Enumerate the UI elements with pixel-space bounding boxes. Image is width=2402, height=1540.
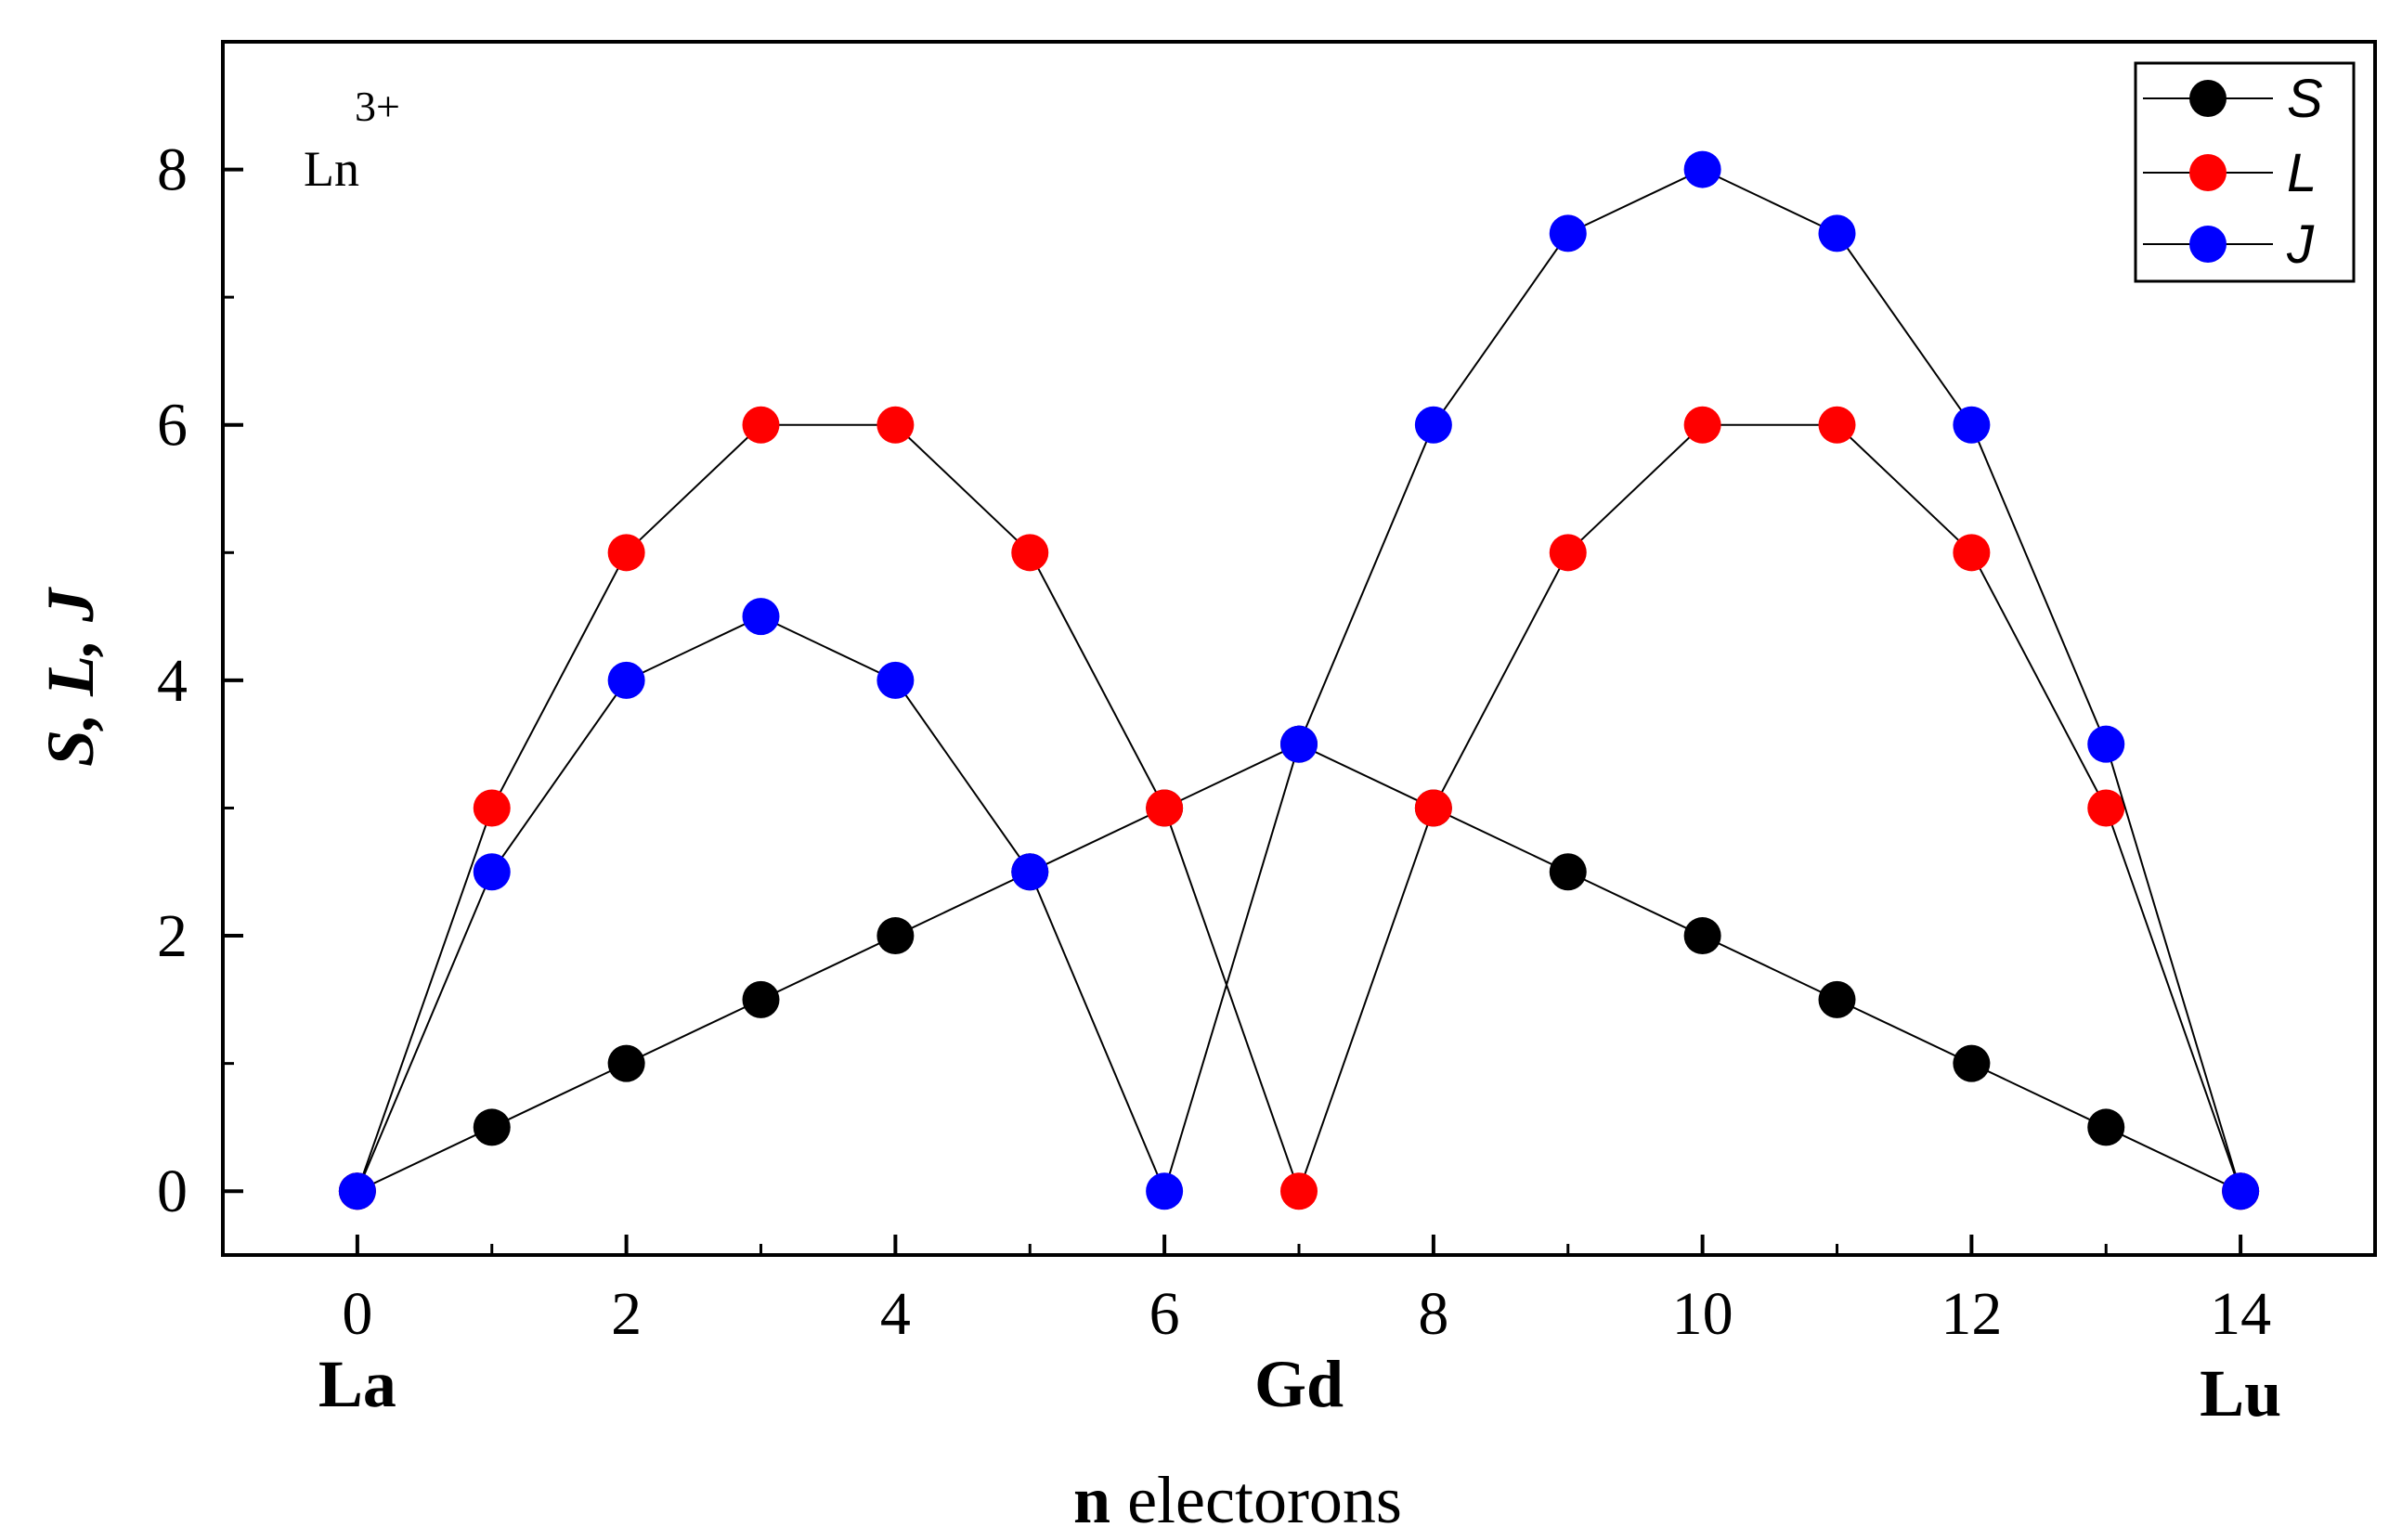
point-j-1 bbox=[473, 853, 511, 891]
series-layer bbox=[338, 150, 2260, 1210]
x-axis-label-rest: electorons bbox=[1110, 1463, 1402, 1537]
point-l-5 bbox=[1011, 534, 1049, 572]
point-s-9 bbox=[1549, 853, 1587, 891]
point-s-3 bbox=[742, 980, 780, 1018]
element-label-gd: Gd bbox=[1254, 1347, 1344, 1421]
point-s-12 bbox=[1953, 1044, 1991, 1082]
point-s-1 bbox=[473, 1108, 511, 1146]
legend-marker-l bbox=[2189, 154, 2227, 191]
x-axis-label: n electorons bbox=[1073, 1463, 1402, 1537]
point-l-13 bbox=[2087, 789, 2125, 827]
legend-label-j: J bbox=[2286, 214, 2315, 275]
x-tick-label-2: 4 bbox=[880, 1280, 911, 1348]
point-s-10 bbox=[1683, 917, 1721, 955]
series-line-s bbox=[357, 743, 2241, 1193]
point-l-6 bbox=[1146, 789, 1184, 827]
x-tick-label-5: 10 bbox=[1672, 1280, 1733, 1348]
y-tick-label-3: 6 bbox=[157, 392, 188, 459]
x-tick-label-3: 6 bbox=[1149, 1280, 1180, 1348]
point-j-3 bbox=[742, 598, 780, 636]
point-j-5 bbox=[1011, 853, 1049, 891]
y-tick-label-2: 4 bbox=[157, 647, 188, 715]
x-tick-label-0: 0 bbox=[342, 1280, 372, 1348]
legend-label-l: L bbox=[2287, 143, 2317, 203]
element-label-la: La bbox=[318, 1347, 396, 1421]
legend-marker-j bbox=[2189, 226, 2227, 263]
point-l-12 bbox=[1953, 534, 1991, 572]
y-tick-label-1: 2 bbox=[157, 902, 188, 970]
point-j-13 bbox=[2087, 725, 2125, 763]
point-j-2 bbox=[607, 661, 645, 699]
point-l-11 bbox=[1818, 406, 1856, 444]
legend-item-j: J bbox=[2143, 214, 2315, 275]
point-j-10 bbox=[1683, 150, 1721, 188]
x-tick-label-6: 12 bbox=[1941, 1280, 2002, 1348]
point-l-9 bbox=[1549, 534, 1587, 572]
annotation-superscript: 3+ bbox=[355, 83, 400, 130]
legend-item-s: S bbox=[2143, 69, 2323, 129]
series-j bbox=[338, 150, 2260, 1210]
point-s-2 bbox=[607, 1044, 645, 1082]
point-j-0 bbox=[338, 1172, 376, 1210]
element-label-lu: Lu bbox=[2200, 1356, 2281, 1430]
legend-item-l: L bbox=[2143, 143, 2317, 203]
point-s-11 bbox=[1818, 980, 1856, 1018]
point-s-4 bbox=[876, 917, 915, 955]
x-tick-label-4: 8 bbox=[1418, 1280, 1448, 1348]
point-l-1 bbox=[473, 789, 511, 827]
point-l-4 bbox=[876, 406, 915, 444]
legend-label-s: S bbox=[2287, 69, 2323, 129]
y-axis-label: S, L, J bbox=[33, 587, 108, 767]
axes: 0 2 4 6 8 10 12 14 0 2 4 6 8 La Gd Lu bbox=[157, 136, 2281, 1430]
point-j-6 bbox=[1146, 1172, 1184, 1210]
series-s bbox=[338, 725, 2260, 1210]
point-j-12 bbox=[1953, 406, 1991, 444]
y-tick-label-0: 0 bbox=[157, 1158, 188, 1225]
point-l-7 bbox=[1280, 1172, 1318, 1210]
legend: SLJ bbox=[2134, 61, 2356, 283]
annotation-ln: Ln 3+ bbox=[304, 83, 400, 197]
x-tick-label-1: 2 bbox=[611, 1280, 642, 1348]
point-l-8 bbox=[1414, 789, 1452, 827]
legend-marker-s bbox=[2189, 80, 2227, 117]
point-j-9 bbox=[1549, 214, 1587, 252]
point-l-10 bbox=[1683, 406, 1721, 444]
x-tick-label-7: 14 bbox=[2210, 1280, 2271, 1348]
y-tick-label-4: 8 bbox=[157, 136, 188, 204]
point-j-8 bbox=[1414, 406, 1452, 444]
plot-frame bbox=[221, 40, 2377, 1257]
point-j-7 bbox=[1280, 725, 1318, 763]
point-j-14 bbox=[2222, 1172, 2260, 1210]
series-l bbox=[338, 406, 2260, 1210]
legend-items: SLJ bbox=[2143, 69, 2323, 275]
point-j-11 bbox=[1818, 214, 1856, 252]
point-l-3 bbox=[742, 406, 780, 444]
annotation-base: Ln bbox=[304, 141, 359, 197]
point-l-2 bbox=[607, 534, 645, 572]
point-s-13 bbox=[2087, 1108, 2125, 1146]
x-axis-label-bold: n bbox=[1073, 1463, 1110, 1537]
point-j-4 bbox=[876, 661, 915, 699]
